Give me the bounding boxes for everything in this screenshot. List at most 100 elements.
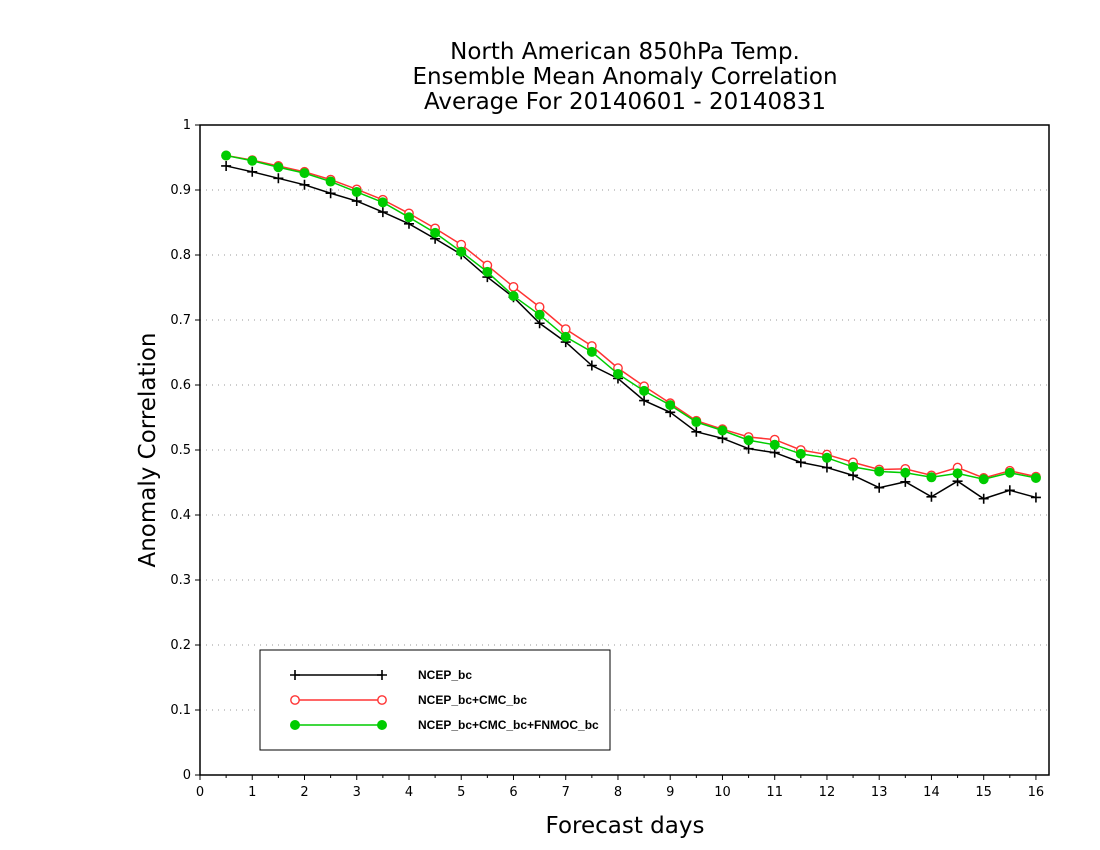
series-ncep-bc-cmc-bc-fnmoc-bc bbox=[221, 150, 1041, 485]
data-point bbox=[299, 168, 310, 179]
data-point bbox=[1030, 492, 1041, 503]
y-tick-label: 0.6 bbox=[170, 378, 191, 393]
data-point bbox=[795, 457, 806, 468]
y-tick-label: 0.8 bbox=[170, 248, 191, 263]
x-tick-label: 0 bbox=[196, 785, 204, 800]
data-point bbox=[926, 491, 937, 502]
x-tick-label: 8 bbox=[614, 785, 622, 800]
x-tick-label: 4 bbox=[405, 785, 413, 800]
data-point bbox=[978, 474, 989, 485]
x-tick-label: 15 bbox=[975, 785, 992, 800]
series-ncep-bc-cmc-bc bbox=[221, 150, 1041, 483]
data-point bbox=[874, 482, 885, 493]
data-point bbox=[430, 227, 441, 238]
data-point bbox=[691, 426, 702, 437]
data-point bbox=[612, 368, 623, 379]
x-tick-label: 12 bbox=[819, 785, 836, 800]
x-tick-label: 14 bbox=[923, 785, 940, 800]
data-point bbox=[508, 281, 519, 292]
legend-item-ncep-bc-cmc-bc-fnmoc-bc: NCEP_bc+CMC_bc+FNMOC_bc bbox=[290, 718, 599, 732]
data-point bbox=[874, 466, 885, 477]
legend-swatch-marker bbox=[290, 695, 300, 705]
x-tick-label: 13 bbox=[871, 785, 888, 800]
data-point bbox=[665, 400, 676, 411]
y-tick-label: 0.9 bbox=[170, 183, 191, 198]
series-ncep-bc bbox=[221, 160, 1041, 504]
data-point bbox=[221, 150, 232, 161]
y-tick-label: 0.1 bbox=[170, 703, 191, 718]
legend-item-ncep-bc-cmc-bc: NCEP_bc+CMC_bc bbox=[290, 693, 527, 707]
data-point bbox=[795, 448, 806, 459]
x-tick-label: 9 bbox=[666, 785, 674, 800]
legend-swatch-marker bbox=[290, 670, 300, 680]
legend-swatch-marker bbox=[377, 670, 387, 680]
data-point bbox=[1004, 467, 1015, 478]
series-line bbox=[225, 154, 1037, 481]
data-point bbox=[978, 493, 989, 504]
legend-item-ncep-bc: NCEP_bc bbox=[290, 668, 472, 682]
legend-label: NCEP_bc+CMC_bc bbox=[418, 693, 527, 707]
series-line bbox=[225, 165, 1037, 500]
data-point bbox=[821, 462, 832, 473]
data-point bbox=[247, 166, 258, 177]
data-point bbox=[586, 346, 597, 357]
data-point bbox=[403, 212, 414, 223]
data-point bbox=[821, 452, 832, 463]
y-tick-label: 0 bbox=[183, 768, 191, 783]
data-point bbox=[848, 461, 859, 472]
legend-label: NCEP_bc+CMC_bc+FNMOC_bc bbox=[418, 718, 599, 732]
plot-area bbox=[221, 150, 1041, 504]
x-tick-label: 2 bbox=[300, 785, 308, 800]
y-tick-label: 0.7 bbox=[170, 313, 191, 328]
data-point bbox=[1004, 485, 1015, 496]
data-point bbox=[586, 360, 597, 371]
data-point bbox=[639, 395, 650, 406]
data-point bbox=[456, 246, 467, 257]
series-line bbox=[225, 154, 1037, 479]
data-point bbox=[534, 309, 545, 320]
data-point bbox=[534, 318, 545, 329]
data-point bbox=[691, 417, 702, 428]
x-tick-label: 7 bbox=[562, 785, 570, 800]
y-axis: 0 0.1 0.2 0.3 0.4 0.5 0.6 0.7 0.8 0.9 1 bbox=[170, 118, 200, 783]
data-point bbox=[743, 435, 754, 446]
legend-box bbox=[259, 649, 611, 751]
gridlines bbox=[200, 189, 1049, 711]
x-axis: 0 1 2 3 4 5 6 7 8 9 10 11 12 13 14 15 16 bbox=[196, 775, 1044, 800]
data-point bbox=[351, 196, 362, 207]
data-point bbox=[900, 476, 911, 487]
data-point bbox=[508, 290, 519, 301]
data-point bbox=[325, 188, 336, 199]
data-point bbox=[926, 472, 937, 483]
legend-swatch-marker bbox=[290, 720, 300, 730]
x-tick-label: 6 bbox=[509, 785, 517, 800]
x-axis-label: Forecast days bbox=[546, 813, 705, 839]
data-point bbox=[273, 162, 284, 173]
data-point bbox=[299, 179, 310, 190]
data-point bbox=[221, 160, 232, 171]
x-tick-label: 3 bbox=[353, 785, 361, 800]
data-point bbox=[273, 173, 284, 184]
data-point bbox=[247, 155, 258, 166]
data-point bbox=[351, 186, 362, 197]
x-tick-label: 1 bbox=[248, 785, 256, 800]
data-point bbox=[377, 207, 388, 218]
legend-swatch-marker bbox=[377, 720, 387, 730]
x-tick-label: 10 bbox=[714, 785, 731, 800]
data-point bbox=[848, 470, 859, 481]
y-tick-label: 1 bbox=[183, 118, 191, 133]
x-tick-label: 5 bbox=[457, 785, 465, 800]
data-point bbox=[482, 266, 493, 277]
data-point bbox=[743, 443, 754, 454]
legend: NCEP_bc NCEP_bc+CMC_bc NCEP_bc+CMC_bc+FNMO… bbox=[259, 649, 611, 751]
y-tick-label: 0.3 bbox=[170, 573, 191, 588]
y-tick-label: 0.4 bbox=[170, 508, 191, 523]
data-point bbox=[639, 385, 650, 396]
data-point bbox=[377, 197, 388, 208]
data-point bbox=[560, 331, 571, 342]
data-point bbox=[325, 176, 336, 187]
data-point bbox=[900, 467, 911, 478]
data-point bbox=[952, 468, 963, 479]
chart-title-line-1: North American 850hPa Temp. bbox=[450, 39, 800, 65]
